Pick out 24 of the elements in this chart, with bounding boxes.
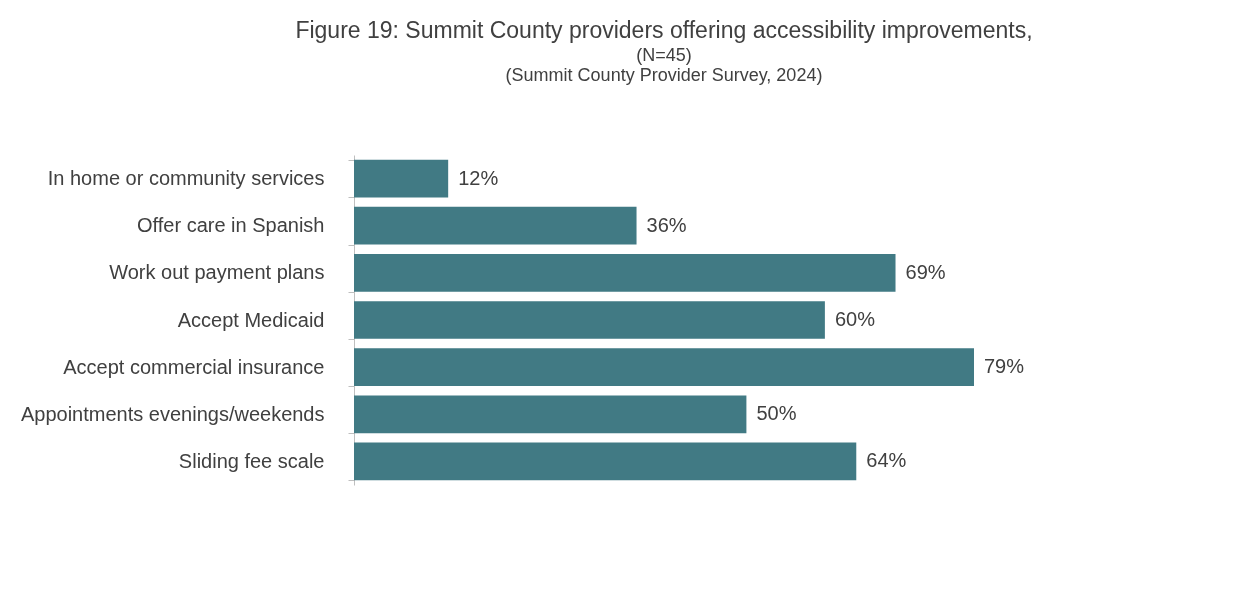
data-label: 36% — [646, 213, 687, 236]
chart-subtitle: (N=45) — [636, 45, 692, 65]
bar — [354, 442, 857, 481]
y-tick-label: In home or community services — [47, 167, 325, 190]
bar — [354, 348, 974, 386]
bar — [354, 159, 449, 198]
y-tick-label: Accept Medicaid — [177, 308, 325, 331]
data-label: 60% — [834, 308, 876, 330]
y-tick-label: Accept commercial insurance — [63, 355, 325, 378]
data-label: 79% — [984, 355, 1025, 378]
data-label: 12% — [458, 166, 499, 189]
data-label: 50% — [756, 402, 797, 425]
y-tick-label: Appointments evenings/weekends — [20, 402, 325, 425]
chart-title: Figure 19: Summit County providers offering accessibility improvements, — [295, 17, 1033, 43]
data-label: 64% — [866, 449, 907, 472]
bar — [354, 301, 825, 339]
bar — [354, 206, 637, 245]
y-tick-label: Offer care in Spanish — [136, 214, 325, 237]
data-label: 69% — [905, 260, 946, 283]
y-tick-label: Work out payment plans — [109, 261, 325, 284]
bar — [354, 395, 747, 434]
text: (Summit County Provider Survey, 2024) — [505, 65, 823, 85]
bar — [354, 254, 896, 292]
y-tick-label: Sliding fee scale — [178, 449, 325, 472]
